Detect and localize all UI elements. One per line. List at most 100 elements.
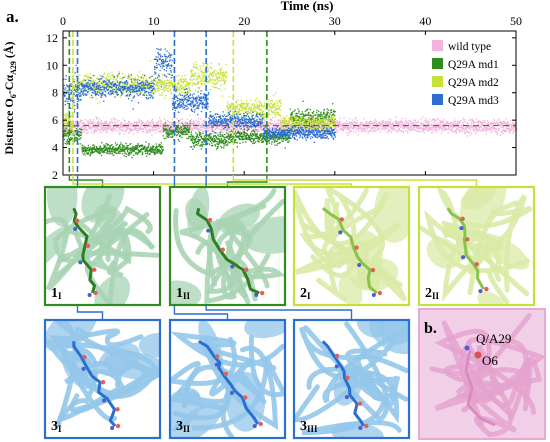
data-point xyxy=(64,126,67,128)
data-point xyxy=(134,79,136,82)
data-point xyxy=(298,110,300,112)
data-point xyxy=(90,131,93,134)
data-point xyxy=(439,127,441,129)
data-point xyxy=(90,76,92,79)
data-point xyxy=(206,125,208,128)
data-point xyxy=(225,128,227,131)
data-point xyxy=(449,128,452,130)
data-point xyxy=(443,123,445,126)
data-point xyxy=(171,122,173,124)
data-point xyxy=(104,124,106,126)
data-point xyxy=(97,128,99,130)
data-point xyxy=(126,127,129,130)
data-point xyxy=(462,117,464,120)
data-point xyxy=(164,123,166,125)
data-point xyxy=(402,127,404,129)
data-point xyxy=(110,78,112,80)
data-point xyxy=(194,139,196,141)
data-point xyxy=(257,136,260,139)
data-point xyxy=(112,87,114,90)
data-point xyxy=(265,135,268,138)
data-point xyxy=(179,123,181,125)
data-point xyxy=(220,134,222,136)
data-point xyxy=(285,129,287,131)
data-point xyxy=(217,143,220,146)
data-point xyxy=(436,125,438,127)
data-point xyxy=(190,131,193,133)
data-point xyxy=(182,128,184,130)
data-point xyxy=(227,141,229,143)
data-point xyxy=(329,125,331,128)
data-point xyxy=(498,124,501,126)
data-point xyxy=(74,122,77,124)
data-point xyxy=(465,127,467,130)
data-point xyxy=(97,82,100,84)
data-point xyxy=(456,128,458,130)
data-point xyxy=(82,79,84,81)
data-point xyxy=(205,136,208,138)
data-point xyxy=(155,80,158,82)
data-point xyxy=(364,127,366,129)
data-point xyxy=(212,138,214,140)
data-point xyxy=(225,127,228,129)
data-point xyxy=(221,147,223,149)
data-point xyxy=(349,126,352,128)
data-point xyxy=(108,124,110,126)
data-point xyxy=(187,124,189,126)
data-point xyxy=(106,148,109,150)
data-point xyxy=(67,142,69,144)
data-point xyxy=(113,91,115,93)
data-point xyxy=(103,150,105,153)
data-point xyxy=(331,115,333,117)
data-point xyxy=(502,127,505,129)
data-point xyxy=(64,129,66,132)
data-point xyxy=(418,120,420,122)
data-point xyxy=(441,129,444,131)
data-point xyxy=(430,126,432,129)
data-point xyxy=(205,127,207,130)
data-point xyxy=(79,119,82,121)
data-point xyxy=(284,122,286,124)
data-point xyxy=(327,109,329,111)
data-point xyxy=(415,122,417,124)
data-point xyxy=(409,122,411,124)
data-point xyxy=(119,152,121,155)
data-point xyxy=(253,141,255,143)
data-point xyxy=(188,131,191,133)
data-point xyxy=(76,119,78,122)
data-point xyxy=(182,133,184,135)
data-point xyxy=(227,136,229,139)
data-point xyxy=(162,127,165,129)
data-point xyxy=(264,126,266,128)
data-point xyxy=(141,153,143,156)
data-point xyxy=(84,75,86,78)
data-point xyxy=(241,136,243,138)
data-point xyxy=(222,127,224,129)
data-point xyxy=(141,128,143,130)
data-point xyxy=(432,125,435,128)
data-point xyxy=(230,126,232,128)
data-point xyxy=(190,121,192,124)
data-point xyxy=(155,152,158,154)
data-point xyxy=(119,146,121,148)
data-point xyxy=(75,137,77,139)
data-point xyxy=(274,116,277,118)
data-point xyxy=(484,120,486,122)
data-point xyxy=(194,122,196,124)
data-point xyxy=(200,129,203,131)
data-point xyxy=(182,132,184,134)
data-point xyxy=(471,118,474,121)
data-point xyxy=(153,89,156,91)
data-point xyxy=(88,122,90,125)
data-point xyxy=(226,132,228,134)
data-point xyxy=(211,122,213,124)
data-point xyxy=(332,111,335,113)
data-point xyxy=(94,147,96,150)
data-point xyxy=(135,129,137,131)
data-point xyxy=(383,121,385,123)
data-point xyxy=(283,137,286,139)
data-point xyxy=(492,123,494,125)
data-point xyxy=(152,146,155,148)
data-point xyxy=(252,138,254,140)
data-point xyxy=(249,139,251,141)
